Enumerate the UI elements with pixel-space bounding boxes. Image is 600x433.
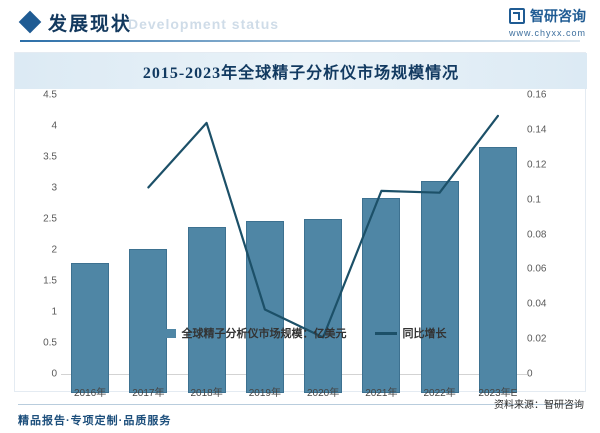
chart-legend: 全球精子分析仪市场规模：亿美元 同比增长: [15, 325, 587, 341]
bar[interactable]: [187, 226, 226, 393]
brand-mark-icon: [509, 8, 525, 24]
y-axis-right-tick: 0.16: [527, 89, 547, 101]
bar-slot: [469, 108, 527, 393]
chart-title: 2015-2023年全球精子分析仪市场规模情况: [142, 65, 460, 82]
footer-divider: [18, 404, 582, 405]
brand-url[interactable]: www.chyxx.com: [508, 28, 586, 38]
y-axis-right-tick: 0.14: [527, 124, 547, 136]
y-axis-left-tick: 1.5: [43, 275, 57, 287]
bar[interactable]: [129, 248, 168, 393]
x-axis-tick: 2021年: [365, 388, 398, 399]
section-subtitle: Development status: [128, 16, 280, 32]
bar[interactable]: [478, 146, 517, 393]
x-axis-tick: 2023年E: [478, 388, 518, 399]
bar-slot: [352, 108, 410, 393]
y-axis-left-tick: 2.5: [43, 213, 57, 225]
y-axis-left-tick: 0: [51, 368, 57, 380]
section-title: 发展现状: [48, 14, 133, 35]
diamond-icon: [18, 10, 42, 34]
y-axis-right-tick: 0.12: [527, 159, 547, 171]
y-axis-right-tick: 0.02: [527, 333, 547, 345]
y-axis-left-tick: 0.5: [43, 337, 57, 349]
y-axis-left-tick: 3: [51, 182, 57, 194]
x-axis-tick: 2016年: [74, 388, 107, 399]
y-axis-right-tick: 0: [527, 368, 533, 380]
y-axis-left-tick: 2: [51, 244, 57, 256]
bar-slot: [61, 108, 119, 393]
bar-slot: [119, 108, 177, 393]
y-axis-right-tick: 0.06: [527, 263, 547, 275]
y-axis-left-tick: 3.5: [43, 151, 57, 163]
x-axis-tick: 2018年: [190, 388, 223, 399]
x-axis-line: [61, 374, 527, 375]
bar[interactable]: [420, 180, 459, 393]
legend-swatch-bar-icon: [155, 328, 176, 338]
y-axis-left-tick: 1: [51, 306, 57, 318]
bar-series: [61, 89, 527, 393]
x-axis-tick: 2019年: [248, 388, 281, 399]
line-series: [147, 114, 499, 339]
x-axis-tick: 2022年: [423, 388, 456, 399]
legend-label-bar: 全球精子分析仪市场规模：亿美元: [181, 328, 347, 340]
y-axis-right: 0 0.02 0.04 0.06 0.08 0.1 0.12 0.14 0.16: [527, 89, 567, 393]
bar-slot: [178, 108, 236, 393]
x-axis-tick: 2020年: [307, 388, 340, 399]
bar-slot: [411, 108, 469, 393]
y-axis-right-tick: 0.1: [527, 194, 541, 206]
brand-name: 智研咨询: [530, 10, 586, 25]
y-axis-right-tick: 0.04: [527, 298, 547, 310]
footer-source: 资料来源：智研咨询: [494, 400, 584, 411]
legend-item-line[interactable]: 同比增长: [374, 325, 447, 341]
legend-item-bar[interactable]: 全球精子分析仪市场规模：亿美元: [155, 325, 347, 341]
y-axis-left-tick: 4.5: [43, 89, 57, 101]
chart-plot-area: 0 0.5 1 1.5 2 2.5 3 3.5 4 4.5 0 0.02 0.04 0.06 0.08 0.…: [15, 89, 587, 400]
bar[interactable]: [362, 198, 401, 393]
chart-title-band: [15, 53, 587, 89]
legend-swatch-line-icon: [374, 331, 397, 335]
brand-logo[interactable]: 智研咨询 www.chyxx.com: [509, 6, 586, 38]
chart-card: 2015-2023年全球精子分析仪市场规模情况 0 0.5 1 1.5 2 2.5 3 3.5…: [14, 52, 587, 400]
y-axis-left-tick: 4: [51, 120, 57, 132]
x-axis-tick: 2017年: [132, 388, 165, 399]
footer-slogan: 精品报告·专项定制·品质服务: [18, 415, 172, 427]
page-header: 发展现状 Development status 智研咨询 www.chyxx.c…: [0, 0, 600, 46]
bar[interactable]: [71, 262, 110, 393]
y-axis-left: 0 0.5 1 1.5 2 2.5 3 3.5 4 4.5: [23, 89, 57, 393]
header-divider: [20, 40, 580, 42]
line-path: [147, 114, 499, 339]
legend-label-line: 同比增长: [402, 328, 447, 340]
y-axis-right-tick: 0.08: [527, 229, 547, 240]
